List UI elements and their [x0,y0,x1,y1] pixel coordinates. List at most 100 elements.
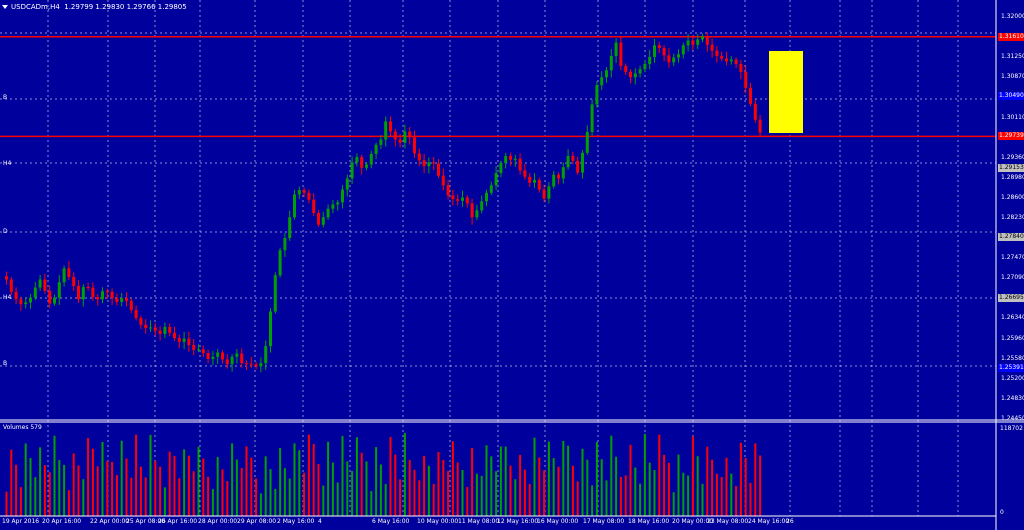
volume-bar [63,464,66,516]
date-axis-label: 26 Apr 16:00 [158,518,198,525]
price-tag: 1.26695 [998,294,1024,303]
volume-bar [245,446,248,516]
volume-bar [562,440,565,516]
candle [24,297,28,309]
candle-body [470,203,474,218]
price-axis-label: 1.28600 [1001,194,1024,202]
volume-bar [317,463,320,516]
candle [686,33,690,52]
candle [365,161,368,171]
date-axis-label: 24 May 16:00 [748,518,790,525]
candle [77,280,80,303]
candle-body [134,309,138,318]
candle [269,308,272,353]
volume-bar [384,483,387,516]
candle [725,51,728,66]
candle [221,350,224,364]
volume-bar [211,489,214,516]
candle-body [110,291,114,299]
candle [62,265,66,287]
price-axis-label: 1.24450 [1001,415,1024,422]
candle-body [638,69,642,74]
candle-body [206,353,210,359]
candle [653,38,656,63]
volume-bar [115,475,118,516]
candle-body [144,324,148,329]
candle-body [321,217,325,225]
candle-body [369,153,373,165]
candle [629,69,632,84]
volume-bar [639,483,642,516]
candle-body [667,55,671,63]
volume-bar [226,481,229,516]
candle [182,331,186,350]
highlight-rectangle[interactable] [769,51,803,133]
candle [691,35,695,50]
candle [120,292,124,307]
dropdown-arrow-icon[interactable] [2,5,8,9]
candle-body [677,54,680,58]
side-tag: H4 [3,160,12,167]
candle-body [182,338,186,342]
candle-body [101,291,104,300]
volume-bar [394,454,397,516]
volume-bar [298,450,301,516]
candle [590,99,594,136]
candle-body [537,179,541,190]
volume-axis-top: 118702 [1000,425,1023,432]
candle-body [753,103,757,120]
candle-body [355,157,359,163]
candle-body [72,276,76,286]
candle [581,150,584,179]
volume-bar [451,441,454,516]
price-tag: 1.27840 [998,233,1024,242]
candle-body [513,158,517,160]
candle-body [211,356,215,359]
candle [53,294,56,306]
volume-bar [192,471,195,516]
candle-body [461,197,464,201]
price-axis-label: 1.25580 [1001,354,1024,362]
volume-bar [754,443,757,516]
candle-body [494,173,498,186]
candle [571,151,575,165]
volume-bar [653,469,656,516]
chart-title[interactable]: USDCADm,H4 1.29799 1.29830 1.29766 1.298… [2,2,187,12]
candle-body [173,332,176,339]
candle [677,49,680,63]
candle-body [485,192,488,202]
volume-label: Volumes 579 [3,424,42,431]
volume-bar [269,469,272,516]
candle-body [293,194,296,218]
candle [389,116,392,136]
volume-bar [207,476,210,516]
candle [158,326,162,341]
date-axis-label: 22 Apr 00:00 [90,518,130,525]
candle [115,293,119,306]
candle-body [648,56,652,64]
candle [379,135,383,149]
candle [753,99,757,123]
candle [187,331,191,352]
volume-axis-bottom: 0 [1000,509,1004,516]
volume-bar [557,466,560,516]
candle-body [609,55,613,71]
candle-body [624,66,628,72]
candle-body [509,156,512,160]
candle-body [221,352,224,360]
candle-body [24,302,28,305]
candle-body [456,199,460,201]
candle [211,350,215,365]
candle-body [547,186,551,199]
date-axis-label: 20 Apr 16:00 [42,518,82,525]
candle-body [533,179,536,183]
volume-bar [720,477,723,516]
volume-bar [735,485,738,516]
volume-bar [283,468,286,516]
volume-bar [629,444,632,516]
price-tag: 1.30490 [998,92,1024,101]
candle-body [403,131,407,143]
volume-bar [72,453,75,516]
volume-bar [24,443,27,516]
